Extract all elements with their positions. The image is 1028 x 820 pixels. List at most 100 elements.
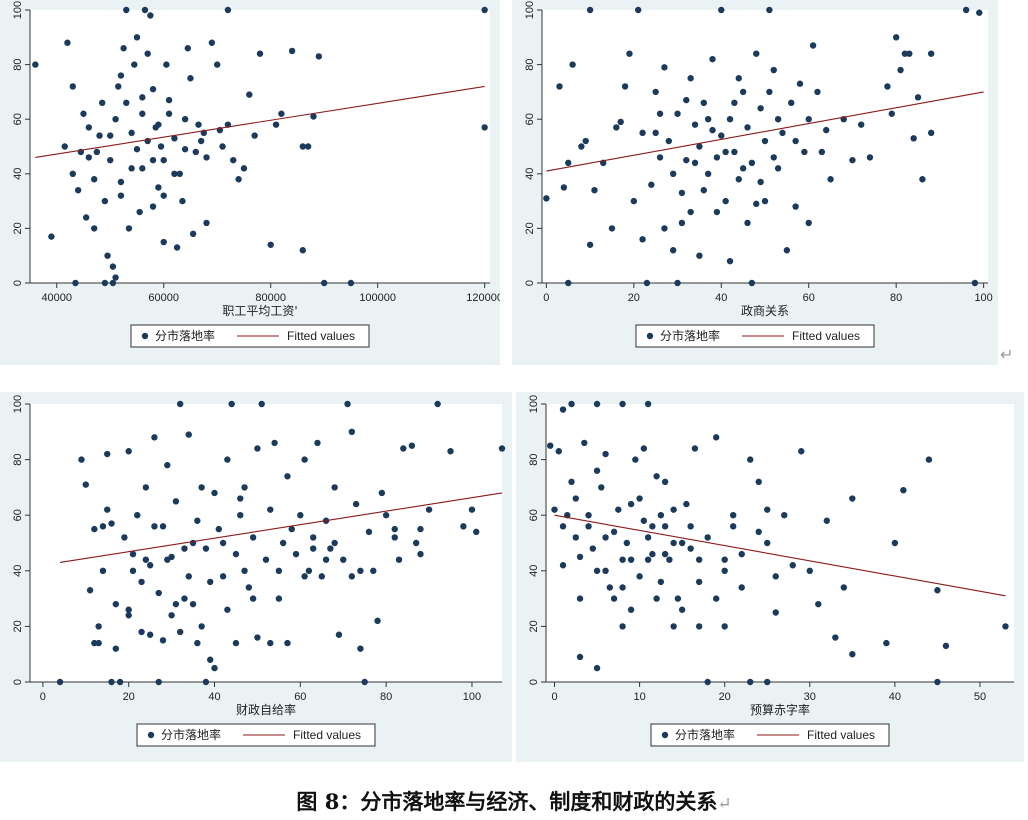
data-point (919, 176, 926, 183)
data-point (934, 678, 941, 686)
data-point (181, 116, 189, 123)
data-point (615, 506, 622, 513)
data-point (473, 528, 480, 536)
data-point (608, 225, 616, 232)
data-point (634, 6, 642, 14)
data-point (202, 545, 210, 552)
data-point (764, 678, 771, 686)
data-point (657, 578, 665, 586)
data-point (112, 600, 120, 608)
data-point (619, 584, 626, 591)
data-point (131, 61, 138, 68)
data-point (832, 634, 839, 641)
data-point (593, 400, 601, 408)
data-point (757, 178, 764, 186)
data-point (99, 523, 107, 530)
data-point (721, 556, 728, 563)
data-point (181, 146, 189, 153)
data-point (357, 567, 364, 574)
data-point (164, 461, 171, 469)
data-point (623, 539, 631, 547)
data-point (237, 512, 244, 519)
data-point (764, 539, 771, 547)
data-point (543, 195, 550, 202)
data-point (761, 197, 769, 205)
data-point (738, 550, 745, 558)
data-point (582, 137, 589, 145)
data-point (818, 148, 826, 156)
data-point (814, 88, 821, 96)
fitted-line (554, 514, 1006, 597)
data-point (849, 651, 856, 658)
data-point (189, 600, 197, 608)
data-point (56, 678, 64, 686)
data-point (709, 126, 716, 134)
data-point (730, 512, 737, 519)
data-point (138, 628, 145, 636)
data-point (621, 83, 629, 90)
data-point (128, 165, 135, 172)
data-point (202, 678, 210, 686)
data-point (275, 567, 283, 574)
data-point (198, 623, 205, 630)
data-point (176, 628, 184, 636)
data-point (125, 612, 132, 619)
data-point (288, 525, 295, 533)
data-point (739, 88, 747, 96)
data-point (781, 512, 788, 519)
y-tick-label: 60 (12, 509, 24, 521)
data-point (90, 176, 98, 183)
x-tick-label: 60 (803, 292, 815, 304)
data-point (189, 230, 197, 238)
data-point (146, 562, 154, 569)
data-point (203, 219, 210, 227)
data-point (192, 148, 200, 156)
data-point (576, 653, 584, 661)
data-point (581, 439, 588, 447)
data-point (82, 481, 89, 488)
data-point (304, 143, 312, 150)
data-point (806, 567, 813, 574)
data-point (288, 47, 296, 55)
y-tick-label: 60 (528, 509, 540, 521)
data-point (301, 456, 308, 463)
data-point (254, 634, 261, 641)
data-point (318, 573, 325, 580)
data-point (1002, 623, 1009, 630)
data-point (195, 121, 202, 128)
data-point (310, 113, 317, 120)
data-point (648, 181, 655, 188)
data-point (95, 639, 102, 647)
data-point (136, 208, 143, 216)
data-point (713, 208, 721, 216)
data-point (123, 6, 130, 14)
data-point (219, 143, 226, 150)
data-point (840, 584, 848, 591)
data-point (74, 186, 82, 194)
data-point (661, 523, 669, 530)
plot-area (542, 10, 988, 283)
data-point (748, 279, 756, 287)
data-point (139, 165, 146, 172)
data-point (593, 467, 601, 474)
data-point (120, 45, 127, 52)
y-tick-label: 100 (12, 1, 24, 19)
data-point (297, 512, 304, 519)
data-point (108, 678, 115, 686)
data-point (314, 439, 321, 447)
data-point (713, 154, 721, 161)
data-point (704, 534, 711, 541)
data-point (249, 534, 257, 541)
data-point (652, 88, 659, 96)
data-point (400, 445, 407, 452)
data-point (644, 400, 652, 408)
data-point (146, 631, 154, 638)
data-point (139, 94, 146, 101)
data-point (121, 534, 128, 541)
data-point (897, 66, 904, 74)
data-point (271, 439, 278, 447)
data-point (198, 484, 205, 491)
y-tick-label: 80 (524, 58, 536, 70)
data-point (761, 137, 769, 145)
